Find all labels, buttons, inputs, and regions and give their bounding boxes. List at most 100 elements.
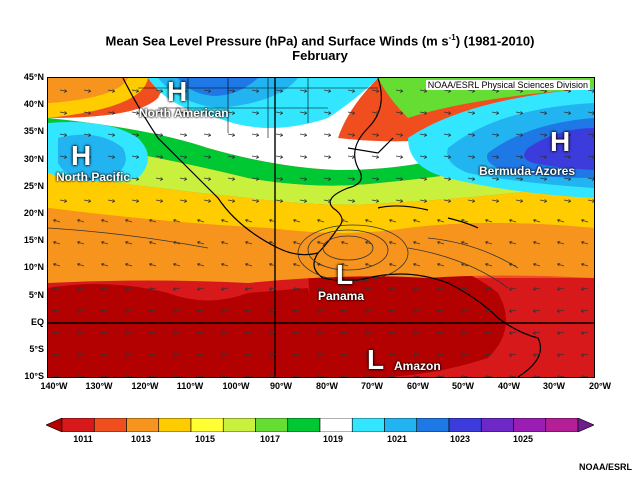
wind-arrow <box>203 133 212 137</box>
wind-arrow <box>227 89 236 93</box>
high-letter-bermuda-azores: H <box>550 126 571 157</box>
wind-arrow <box>77 218 85 223</box>
wind-arrow <box>371 89 380 93</box>
wind-arrow <box>365 218 373 223</box>
wind-arrow <box>172 309 181 313</box>
wind-arrow <box>155 199 164 203</box>
lat-label: 30°N <box>23 154 44 164</box>
wind-arrow <box>275 177 284 181</box>
wind-arrow <box>131 133 140 137</box>
wind-arrow <box>59 111 68 115</box>
field-yellow <box>48 173 594 233</box>
wind-arrow <box>220 309 229 313</box>
lon-label: 30°W <box>542 381 566 391</box>
field-na-core <box>178 78 258 96</box>
wind-arrow <box>556 353 565 357</box>
wind-arrow <box>532 287 541 291</box>
colorbar-swatch <box>255 418 289 432</box>
wind-arrow <box>557 375 565 377</box>
wind-arrow <box>485 218 493 223</box>
wind-arrow <box>461 218 469 223</box>
wind-arrow <box>539 133 548 137</box>
wind-arrow <box>101 375 109 377</box>
wind-arrow <box>419 133 428 137</box>
high-letter-north-american: H <box>167 76 188 107</box>
lat-label: EQ <box>30 317 44 327</box>
wind-arrow <box>107 111 116 115</box>
wind-arrow <box>461 240 469 245</box>
lon-label: 130°W <box>85 381 113 391</box>
wind-arrow <box>179 199 188 203</box>
wind-arrow <box>53 218 61 223</box>
wind-arrow <box>580 309 589 313</box>
wind-arrow <box>533 218 541 223</box>
wind-arrow <box>460 353 469 357</box>
wind-arrow <box>581 375 589 377</box>
wind-arrow <box>220 331 229 335</box>
wind-arrow <box>155 111 164 115</box>
wind-arrow <box>107 155 116 159</box>
pressure-map <box>47 77 595 378</box>
wind-arrow <box>340 309 349 313</box>
wind-arrow <box>221 240 229 245</box>
wind-arrow <box>413 218 421 223</box>
wind-arrow <box>340 353 349 357</box>
wind-arrow <box>155 155 164 159</box>
wind-arrow <box>83 199 92 203</box>
wind-arrow <box>437 262 445 267</box>
lat-label: 5°N <box>28 290 44 300</box>
label-bermuda-azores: Bermuda-Azores <box>479 164 576 178</box>
lon-label: 40°W <box>497 381 521 391</box>
wind-arrow <box>76 331 85 335</box>
wind-arrow <box>299 89 308 93</box>
wind-arrow <box>509 218 517 223</box>
wind-arrow <box>197 375 205 377</box>
wind-arrow <box>100 353 109 357</box>
wind-arrow <box>539 177 548 181</box>
lat-label: 45°N <box>23 72 44 82</box>
wind-arrow <box>196 331 205 335</box>
wind-arrow <box>203 199 212 203</box>
wind-arrow <box>412 309 421 313</box>
wind-arrow <box>563 199 572 203</box>
wind-arrow <box>508 353 517 357</box>
colorbar-swatch <box>319 418 353 432</box>
wind-arrow <box>436 331 445 335</box>
wind-arrow <box>251 199 260 203</box>
lat-label: 20°N <box>23 208 44 218</box>
wind-arrow <box>220 287 229 291</box>
lon-label: 20°W <box>588 381 612 391</box>
wind-arrow <box>563 111 572 115</box>
wind-arrow <box>317 262 325 267</box>
wind-arrow <box>581 262 589 267</box>
wind-arrow <box>532 353 541 357</box>
wind-arrow <box>557 240 565 245</box>
wind-arrow <box>293 375 301 377</box>
lat-label: 10°S <box>24 371 44 381</box>
lat-label: 40°N <box>23 99 44 109</box>
colorbar-min-arrow <box>46 418 63 432</box>
wind-arrow <box>83 89 92 93</box>
wind-arrow <box>100 287 109 291</box>
wind-arrow <box>587 155 594 159</box>
wind-arrow <box>413 375 421 377</box>
wind-arrow <box>557 218 565 223</box>
map-credit: NOAA/ESRL Physical Sciences Division <box>425 80 590 90</box>
wind-arrow <box>244 331 253 335</box>
wind-arrow <box>395 155 404 159</box>
wind-arrow <box>388 331 397 335</box>
wind-arrow <box>52 309 61 313</box>
wind-arrow <box>293 240 301 245</box>
wind-arrow <box>395 133 404 137</box>
wind-arrow <box>275 133 284 137</box>
field-ba-core <box>524 128 594 170</box>
wind-arrow <box>83 155 92 159</box>
wind-arrow <box>77 375 85 377</box>
lon-label: 60°W <box>406 381 430 391</box>
wind-arrow <box>124 331 133 335</box>
wind-arrows <box>52 89 594 377</box>
wind-arrow <box>179 155 188 159</box>
lat-label: 15°N <box>23 235 44 245</box>
wind-arrow <box>59 177 68 181</box>
wind-arrow <box>317 375 325 377</box>
